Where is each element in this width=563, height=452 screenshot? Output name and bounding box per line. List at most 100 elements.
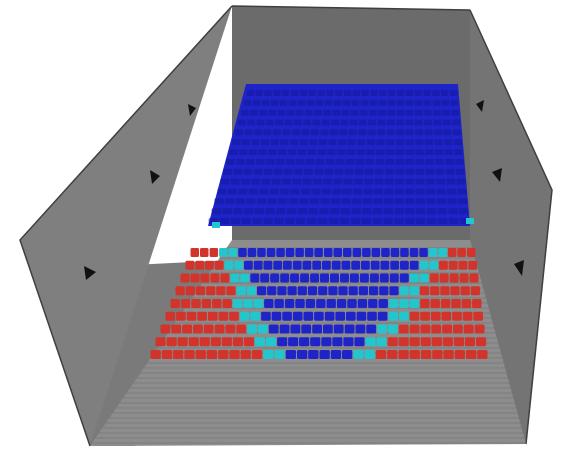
seat-red [243, 337, 254, 347]
seat [457, 188, 467, 195]
seat [329, 208, 340, 215]
seat [340, 208, 351, 215]
seat [385, 168, 394, 175]
seat-red [420, 350, 432, 359]
seat [358, 119, 367, 126]
seat-red [171, 324, 182, 334]
seat-red [176, 311, 186, 321]
seat [405, 178, 415, 185]
seat [246, 90, 255, 96]
seat [373, 198, 383, 205]
seat [434, 139, 443, 146]
seat-red [443, 350, 454, 359]
seat [244, 129, 253, 136]
seat [342, 188, 352, 195]
seat-blue [314, 248, 323, 257]
seat [353, 188, 363, 195]
seat [405, 198, 415, 205]
seat [405, 139, 414, 146]
seat [452, 119, 461, 126]
seat [258, 149, 267, 156]
seat-red [463, 324, 474, 334]
seat [456, 178, 466, 185]
seat [315, 99, 324, 106]
seat-red [419, 286, 430, 296]
seat-blue [352, 248, 362, 257]
seat [323, 109, 332, 116]
seat-red [442, 324, 452, 334]
seat-red [430, 286, 440, 296]
seat-cyan [429, 260, 439, 270]
seat [423, 90, 431, 96]
seat [395, 158, 405, 165]
seat-blue [279, 324, 290, 334]
seat [361, 218, 372, 224]
seat-red [450, 286, 460, 296]
seat-red [210, 273, 220, 283]
seat-red [420, 324, 431, 334]
seat [396, 129, 405, 136]
seat-blue [280, 273, 290, 283]
seat-blue [356, 311, 367, 321]
seat [324, 168, 334, 175]
seat [297, 99, 306, 106]
seat [384, 178, 394, 185]
seat-blue [277, 286, 287, 296]
seat [414, 90, 422, 96]
seat-red [454, 350, 465, 359]
seat-blue [277, 337, 288, 347]
seat-blue [369, 286, 379, 296]
seat [378, 109, 387, 116]
seat [269, 188, 279, 195]
seat [433, 119, 442, 126]
seat [426, 218, 437, 224]
seat-red [466, 350, 477, 359]
speaker-marker-icon [150, 170, 160, 184]
seat [448, 208, 458, 215]
seat [425, 158, 434, 165]
seat-blue [342, 350, 353, 359]
seat-red [439, 260, 448, 270]
seat [396, 119, 405, 126]
seat-red [468, 260, 478, 270]
seat-red [442, 337, 453, 347]
seat [248, 188, 258, 195]
seat [278, 149, 287, 156]
seat [377, 129, 386, 136]
seat [338, 139, 347, 146]
seat [396, 109, 405, 116]
seat [317, 218, 328, 224]
seat [448, 218, 459, 224]
seat [405, 109, 414, 116]
seat [395, 139, 405, 146]
seat-cyan [247, 324, 257, 334]
seat [386, 119, 395, 126]
seat [292, 178, 302, 185]
seat-red [430, 299, 440, 308]
seat [364, 168, 374, 175]
seat-blue [368, 299, 378, 308]
seat [405, 208, 415, 215]
seat-red [165, 311, 176, 321]
seat [251, 178, 261, 185]
seat-red [251, 350, 263, 359]
seat [458, 208, 469, 215]
seat-red [210, 337, 221, 347]
seat-red [208, 311, 218, 321]
seat-red [199, 337, 210, 347]
seat [275, 119, 284, 126]
seat [415, 208, 426, 215]
room-edge-top [231, 5, 471, 11]
seat [288, 99, 297, 106]
seat-blue [285, 248, 295, 257]
seat-red [449, 273, 459, 283]
seat [387, 109, 396, 116]
seat [437, 198, 447, 205]
seat-blue [380, 260, 390, 270]
seat-red [229, 350, 240, 359]
seat [268, 109, 277, 116]
seat-red [191, 299, 201, 308]
seat [238, 149, 248, 156]
seat [362, 198, 373, 205]
seat-cyan [388, 311, 399, 321]
